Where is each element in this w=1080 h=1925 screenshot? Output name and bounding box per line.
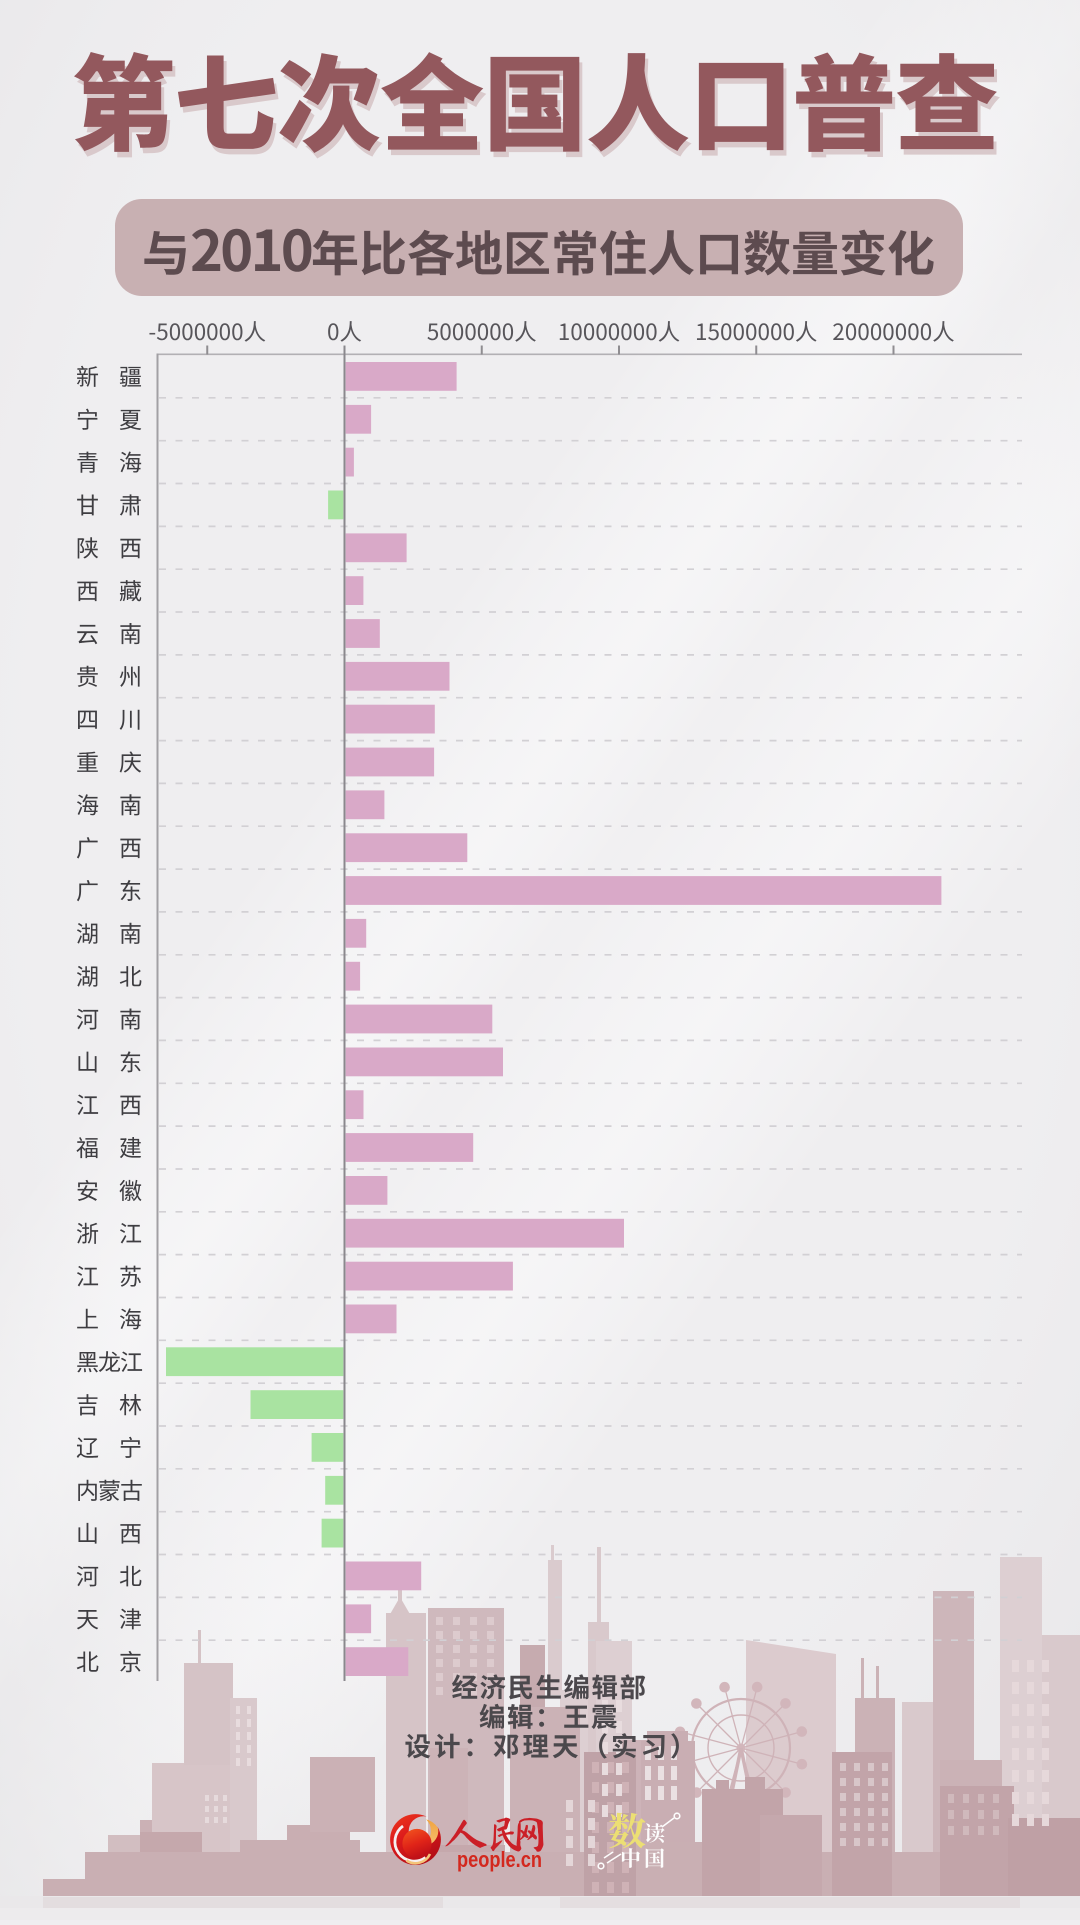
svg-text:people.cn: people.cn — [457, 1847, 542, 1872]
